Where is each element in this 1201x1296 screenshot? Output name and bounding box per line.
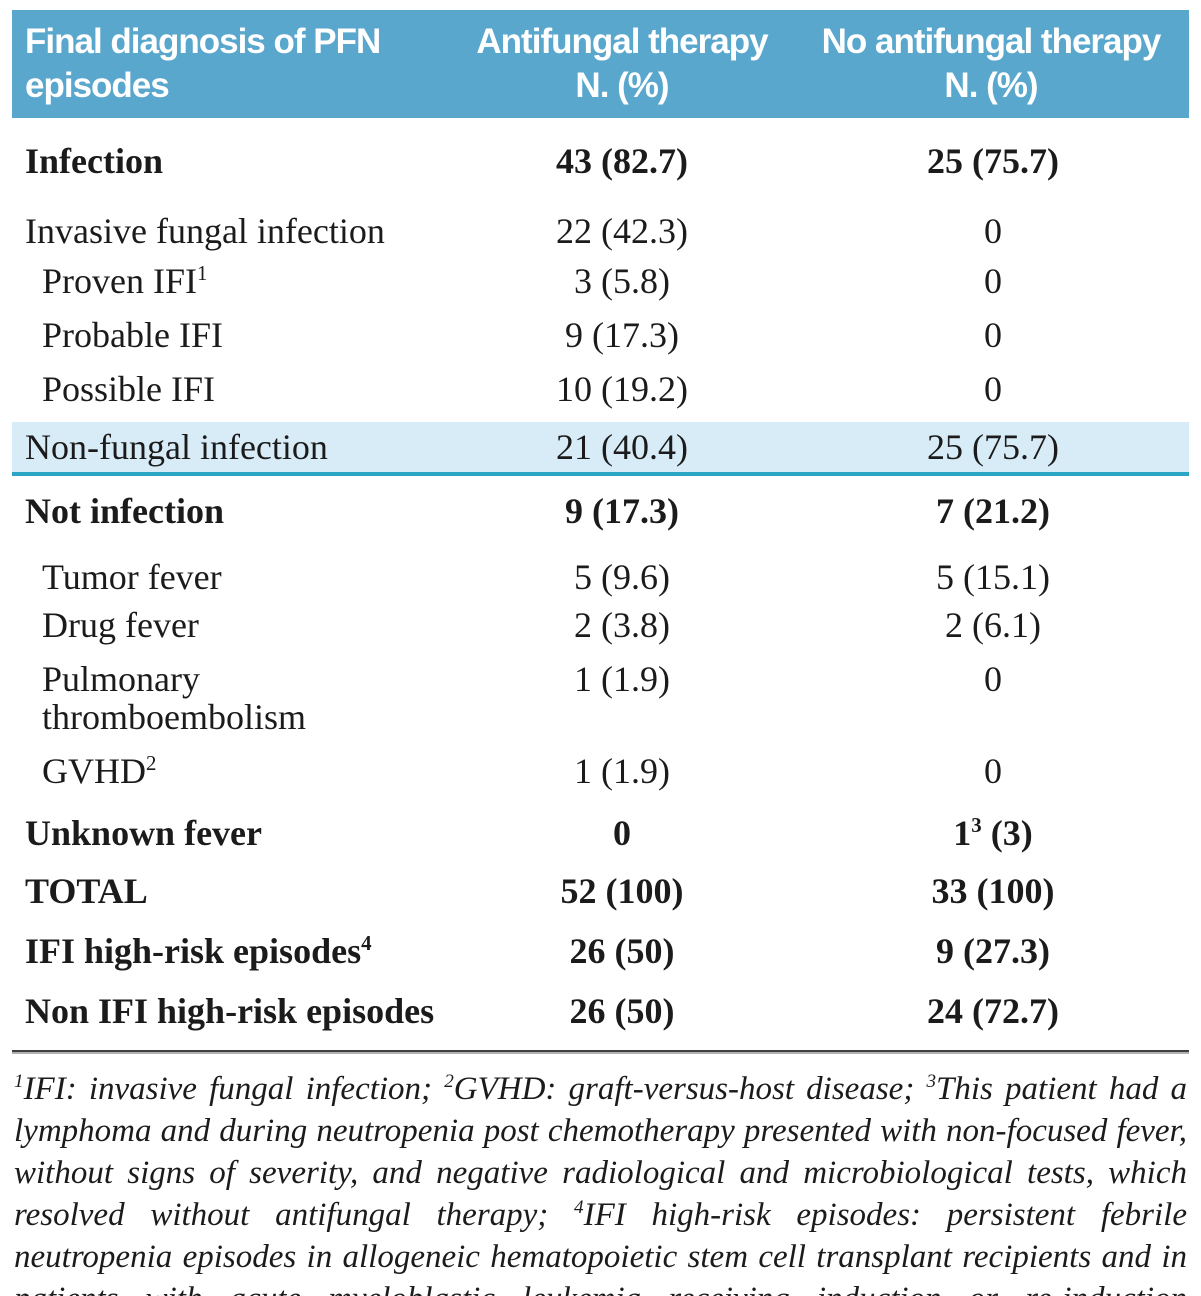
row-label: Unknown fever [25,813,263,853]
footnote-marker: 2 [146,751,157,775]
table-row: Infection 43 (82.7) 25 (75.7) [12,118,1189,194]
table-row: GVHD2 1 (1.9) 0 [12,744,1189,798]
table-row-total: TOTAL 52 (100) 33 (100) [12,858,1189,918]
table-row-highlighted: Non-fungal infection 21 (40.4) 25 (75.7) [12,422,1189,476]
footnote-marker: 3 [971,813,982,837]
row-label: Drug fever [42,605,199,645]
row-label: Probable IFI [42,315,223,355]
footnote-marker: 4 [574,1197,584,1218]
table-footnote: 1IFI: invasive fungal infection; 2GVHD: … [14,1071,1187,1296]
row-value-antifungal: 22 (42.3) [556,211,688,251]
row-value-no-antifungal: 7 (21.2) [936,491,1050,531]
table-row: Not infection 9 (17.3) 7 (21.2) [12,476,1189,540]
row-label: Possible IFI [42,369,216,409]
footnote-divider-line [12,1050,1189,1054]
row-value-antifungal: 2 (3.8) [574,605,670,645]
table-row: Invasive fungal infection 22 (42.3) 0 [12,194,1189,254]
row-value-no-antifungal: 24 (72.7) [927,991,1059,1031]
footnote-marker: 1 [14,1071,24,1092]
row-value-antifungal: 3 (5.8) [574,261,670,301]
row-value-antifungal: 9 (17.3) [565,315,679,355]
table-row: Proven IFI1 3 (5.8) 0 [12,254,1189,308]
table-row: Probable IFI 9 (17.3) 0 [12,308,1189,362]
row-value-no-antifungal: 25 (75.7) [927,427,1059,467]
row-label: Pulmonary thromboembolism [42,659,306,737]
row-value-no-antifungal: 9 (27.3) [936,931,1050,971]
row-value-antifungal: 9 (17.3) [565,491,679,531]
table-row: Drug fever 2 (3.8) 2 (6.1) [12,598,1189,652]
row-label: Proven IFI1 [42,261,208,301]
row-label: GVHD2 [42,751,157,791]
table-header-row: Final diagnosis of PFN episodes Antifung… [12,10,1189,118]
row-value-no-antifungal: 5 (15.1) [936,557,1050,597]
row-label: Invasive fungal infection [25,211,385,251]
table-row: Tumor fever 5 (9.6) 5 (15.1) [12,540,1189,598]
row-value-no-antifungal: 33 (100) [931,871,1055,911]
row-value-no-antifungal: 2 (6.1) [945,605,1041,645]
row-value-antifungal: 10 (19.2) [556,369,688,409]
row-value-antifungal: 43 (82.7) [556,141,688,181]
header-no-antifungal-column: No antifungal therapy N. (%) [777,20,1189,108]
row-label: TOTAL [25,871,148,911]
row-value-antifungal: 26 (50) [569,991,675,1031]
header-antifungal-sub: N. (%) [575,66,669,105]
header-diagnosis-column: Final diagnosis of PFN episodes [25,22,381,105]
footnote-marker: 3 [926,1071,937,1092]
row-value-no-antifungal: 0 [984,751,1002,791]
row-value-antifungal: 1 (1.9) [574,659,670,699]
footnote-marker: 2 [444,1071,454,1092]
table-row: Unknown fever 0 13 (3) [12,798,1189,858]
row-value-no-antifungal: 0 [984,211,1002,251]
footnote-marker: 4 [361,931,372,955]
row-value-no-antifungal: 13 (3) [953,813,1033,853]
row-value-antifungal: 52 (100) [560,871,684,911]
row-value-no-antifungal: 0 [984,261,1002,301]
header-no-antifungal-sub: N. (%) [944,66,1038,105]
row-value-no-antifungal: 25 (75.7) [927,141,1059,181]
footnote-marker: 1 [197,261,208,285]
row-value-no-antifungal: 0 [984,659,1002,699]
table-row: Non IFI high-risk episodes 26 (50) 24 (7… [12,978,1189,1042]
row-value-antifungal: 21 (40.4) [556,427,688,467]
row-value-no-antifungal: 0 [984,315,1002,355]
row-label: Non IFI high-risk episodes [25,991,435,1031]
header-no-antifungal-title: No antifungal therapy [821,22,1162,61]
table-row: IFI high-risk episodes4 26 (50) 9 (27.3) [12,918,1189,978]
row-label: Non-fungal infection [25,427,328,467]
row-value-antifungal: 0 [613,813,631,853]
row-label: IFI high-risk episodes4 [25,931,372,971]
header-antifungal-column: Antifungal therapy N. (%) [467,20,777,108]
row-label: Not infection [25,491,224,531]
table-row: Pulmonary thromboembolism 1 (1.9) 0 [12,652,1189,744]
header-antifungal-title: Antifungal therapy [476,22,768,61]
row-label: Tumor fever [42,557,222,597]
row-value-antifungal: 26 (50) [569,931,675,971]
row-value-antifungal: 1 (1.9) [574,751,670,791]
row-value-no-antifungal: 0 [984,369,1002,409]
row-value-antifungal: 5 (9.6) [574,557,670,597]
table-row: Possible IFI 10 (19.2) 0 [12,362,1189,416]
row-label: Infection [25,141,163,181]
